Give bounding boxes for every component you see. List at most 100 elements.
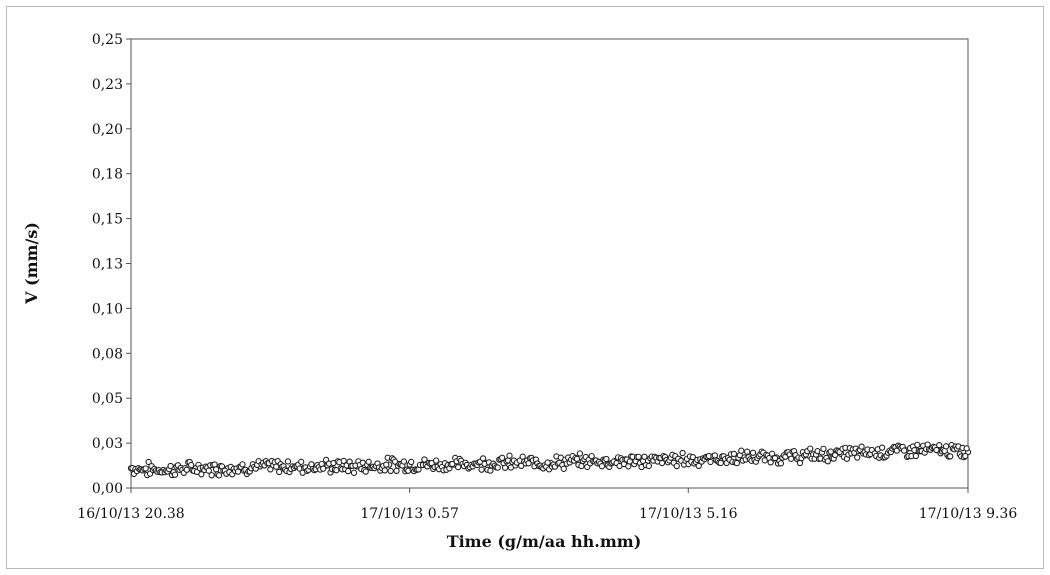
x-axis-title: Time (g/m/aa hh.mm) xyxy=(447,532,642,551)
data-point xyxy=(544,459,551,466)
data-point xyxy=(771,454,779,462)
data-point xyxy=(767,459,774,466)
data-point xyxy=(878,444,886,451)
data-point xyxy=(573,455,581,463)
data-point xyxy=(320,465,327,472)
x-tick-label: 17/10/13 9.36 xyxy=(919,506,1018,522)
data-point xyxy=(183,466,190,473)
data-point xyxy=(962,452,969,460)
data-point xyxy=(449,460,456,468)
data-point xyxy=(807,445,814,452)
data-point xyxy=(205,467,212,474)
data-point xyxy=(733,459,741,467)
y-tick-label: 0,10 xyxy=(92,301,123,317)
data-point xyxy=(641,453,648,460)
data-point xyxy=(603,455,610,463)
data-point xyxy=(560,465,567,472)
x-tick-label: 16/10/13 20.38 xyxy=(77,506,184,522)
data-point xyxy=(487,467,494,474)
data-point xyxy=(576,450,584,457)
data-point xyxy=(381,467,388,474)
y-tick-label: 0,08 xyxy=(92,346,123,362)
y-tick-label: 0,03 xyxy=(92,436,123,452)
data-point xyxy=(383,461,390,468)
data-point xyxy=(717,459,724,467)
data-point xyxy=(933,446,940,454)
data-point xyxy=(506,452,513,459)
data-point xyxy=(408,458,415,466)
data-point xyxy=(858,443,865,450)
data-point xyxy=(635,453,642,460)
y-tick-label: 0,18 xyxy=(92,167,123,183)
y-tick-label: 0,00 xyxy=(92,481,123,497)
chart-frame: 0,00 0,03 0,05 0,08 0,10 0,13 0,15 0,18 0,20 0,23… xyxy=(6,6,1044,569)
data-point xyxy=(947,453,954,460)
data-point xyxy=(350,469,358,476)
data-point xyxy=(276,468,283,476)
data-point xyxy=(145,458,152,466)
y-tick-label: 0,25 xyxy=(92,32,123,48)
data-point xyxy=(239,461,246,468)
scatter-chart: 0,00 0,03 0,05 0,08 0,10 0,13 0,15 0,18 0,20 0,23… xyxy=(22,32,1017,551)
data-point xyxy=(730,450,738,458)
data-point xyxy=(942,443,950,450)
data-point xyxy=(432,457,440,464)
data-points xyxy=(127,441,972,479)
y-tick-label: 0,15 xyxy=(92,212,123,228)
data-point xyxy=(744,448,751,455)
data-point xyxy=(499,454,506,461)
data-point xyxy=(936,441,943,449)
y-tick-label: 0,05 xyxy=(92,391,123,407)
data-point xyxy=(854,454,861,461)
data-point xyxy=(479,455,487,462)
data-point xyxy=(198,471,205,478)
data-point xyxy=(393,467,400,475)
data-point xyxy=(788,455,795,462)
data-point xyxy=(284,458,292,465)
data-point xyxy=(695,462,702,470)
data-point xyxy=(738,447,745,454)
data-point xyxy=(501,464,509,471)
data-point xyxy=(344,467,352,475)
data-point xyxy=(777,460,785,467)
plot-area xyxy=(130,38,969,489)
data-point xyxy=(679,449,686,457)
data-point xyxy=(142,465,149,472)
data-point xyxy=(494,464,501,471)
data-point xyxy=(400,458,408,465)
data-point xyxy=(963,445,970,452)
data-point xyxy=(455,464,462,471)
data-point xyxy=(171,471,179,478)
data-point xyxy=(707,458,714,466)
y-tick-label: 0,13 xyxy=(92,257,123,273)
data-point xyxy=(478,466,485,473)
data-point xyxy=(749,449,757,456)
data-point xyxy=(187,461,195,469)
data-point xyxy=(914,441,921,449)
data-point xyxy=(673,462,680,470)
y-axis: 0,00 0,03 0,05 0,08 0,10 0,13 0,15 0,18 0,20 0,23… xyxy=(92,32,131,497)
data-point xyxy=(912,452,920,460)
data-point xyxy=(298,458,305,465)
data-point xyxy=(167,462,174,470)
y-tick-label: 0,23 xyxy=(92,77,123,93)
data-point xyxy=(820,445,827,453)
data-point xyxy=(365,458,372,465)
x-tick-label: 17/10/13 0.57 xyxy=(360,506,459,522)
data-point xyxy=(900,447,908,454)
y-tick-label: 0,20 xyxy=(92,122,123,138)
data-point xyxy=(689,453,697,461)
data-point xyxy=(578,462,585,470)
y-axis-title: V (mm/s) xyxy=(22,222,41,305)
data-point xyxy=(215,472,223,479)
data-point xyxy=(645,462,653,470)
data-point xyxy=(340,457,347,465)
data-point xyxy=(387,467,394,475)
data-point xyxy=(362,468,369,475)
data-point xyxy=(208,472,215,479)
data-point xyxy=(827,448,834,455)
data-point xyxy=(824,458,831,465)
data-point xyxy=(658,459,666,467)
x-axis: 16/10/13 20.38 17/10/13 0.57 17/10/13 5.16… xyxy=(77,488,1017,522)
x-tick-label: 17/10/13 5.16 xyxy=(639,506,738,522)
